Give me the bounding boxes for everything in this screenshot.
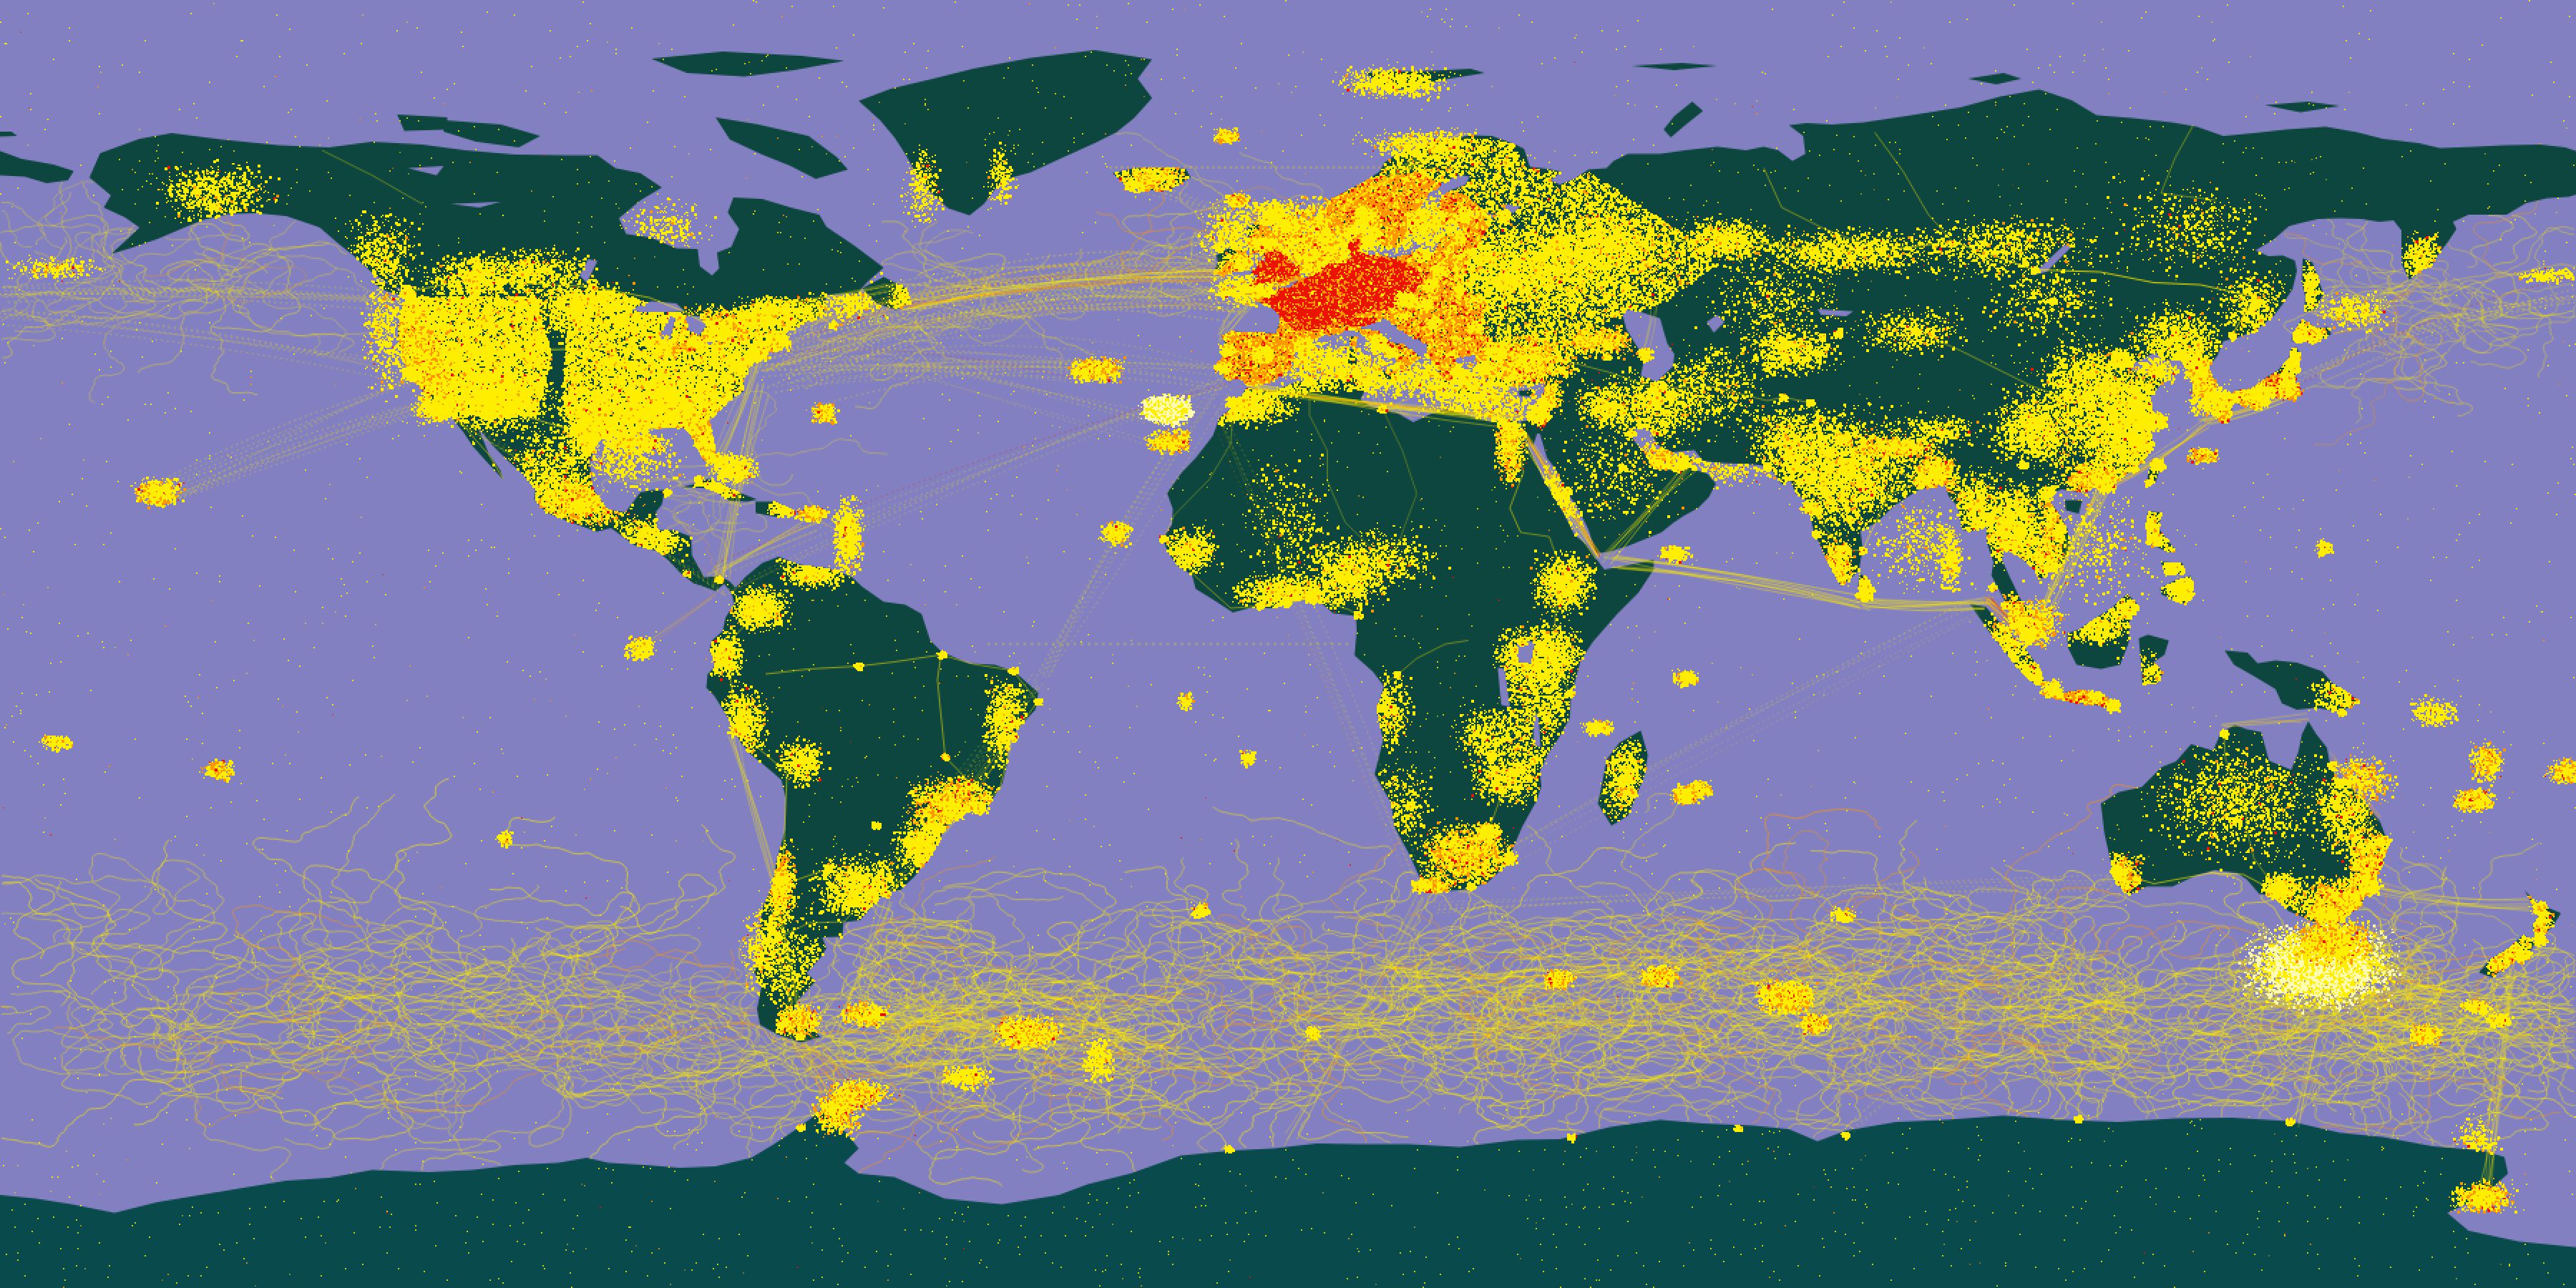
world-map	[0, 0, 2576, 1288]
gps-trace-density-world-map-canvas	[0, 0, 2576, 1288]
